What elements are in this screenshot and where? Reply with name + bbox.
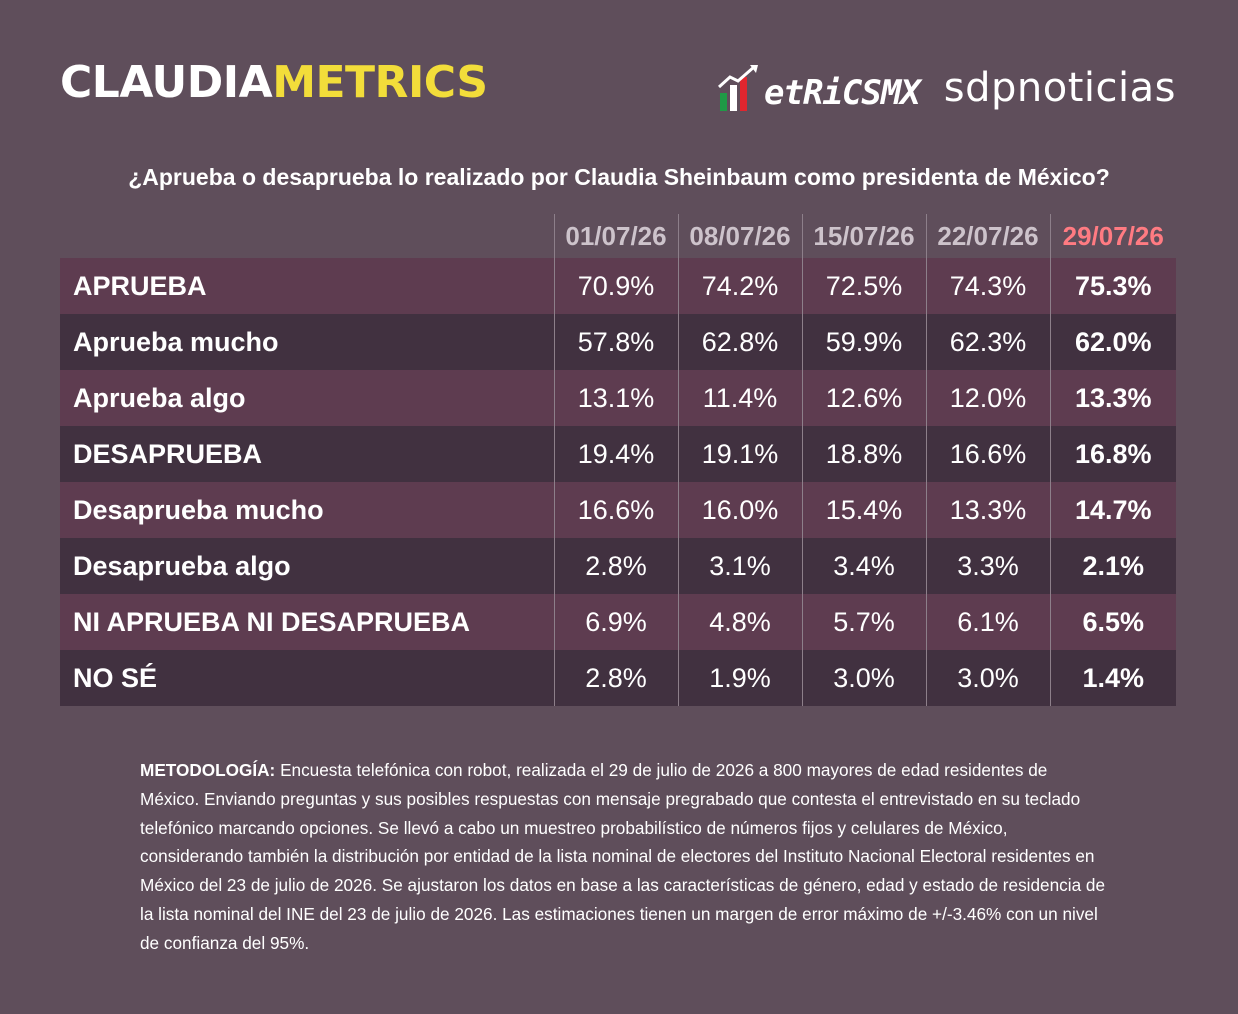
data-cell: 70.9% bbox=[553, 258, 678, 314]
column-header: 15/07/26 bbox=[801, 214, 926, 258]
data-cell: 3.1% bbox=[677, 538, 802, 594]
data-cell-latest: 62.0% bbox=[1049, 314, 1176, 370]
data-cell: 74.3% bbox=[925, 258, 1050, 314]
column-header: 01/07/26 bbox=[553, 214, 678, 258]
data-cell: 5.7% bbox=[801, 594, 926, 650]
data-cell: 72.5% bbox=[801, 258, 926, 314]
data-cell: 16.0% bbox=[677, 482, 802, 538]
row-label: Aprueba mucho bbox=[60, 314, 554, 370]
row-label: NO SÉ bbox=[60, 650, 554, 706]
column-header-latest: 29/07/26 bbox=[1049, 214, 1176, 258]
data-cell: 11.4% bbox=[677, 370, 802, 426]
row-label: NI APRUEBA NI DESAPRUEBA bbox=[60, 594, 554, 650]
sdpnoticias-logo: sdpnoticias bbox=[943, 65, 1176, 111]
data-cell: 6.1% bbox=[925, 594, 1050, 650]
methodology-text: Encuesta telefónica con robot, realizada… bbox=[140, 760, 1106, 953]
row-label: Desaprueba algo bbox=[60, 538, 554, 594]
table-row: APRUEBA 70.9% 74.2% 72.5% 74.3% 75.3% bbox=[60, 258, 1176, 314]
data-cell: 3.3% bbox=[925, 538, 1050, 594]
logo-text-metrics: METRICS bbox=[272, 57, 488, 108]
table-row: DESAPRUEBA 19.4% 19.1% 18.8% 16.6% 16.8% bbox=[60, 426, 1176, 482]
data-cell: 3.0% bbox=[925, 650, 1050, 706]
metricsmx-wordmark: etRiCSMX bbox=[764, 73, 921, 113]
column-header: 22/07/26 bbox=[925, 214, 1050, 258]
data-cell: 15.4% bbox=[801, 482, 926, 538]
row-label: APRUEBA bbox=[60, 258, 554, 314]
data-cell-latest: 1.4% bbox=[1049, 650, 1176, 706]
bar-chart-arrow-icon bbox=[718, 65, 759, 111]
approval-table: 01/07/26 08/07/26 15/07/26 22/07/26 29/0… bbox=[60, 214, 1176, 706]
data-cell: 62.3% bbox=[925, 314, 1050, 370]
table-row: NI APRUEBA NI DESAPRUEBA 6.9% 4.8% 5.7% … bbox=[60, 594, 1176, 650]
table-row: Aprueba mucho 57.8% 62.8% 59.9% 62.3% 62… bbox=[60, 314, 1176, 370]
table-row: NO SÉ 2.8% 1.9% 3.0% 3.0% 1.4% bbox=[60, 650, 1176, 706]
data-cell: 4.8% bbox=[677, 594, 802, 650]
data-cell: 13.1% bbox=[553, 370, 678, 426]
data-cell-latest: 6.5% bbox=[1049, 594, 1176, 650]
table-row: Desaprueba mucho 16.6% 16.0% 15.4% 13.3%… bbox=[60, 482, 1176, 538]
data-cell: 16.6% bbox=[925, 426, 1050, 482]
data-cell: 59.9% bbox=[801, 314, 926, 370]
partner-logos: etRiCSMX sdpnoticias bbox=[718, 62, 1176, 114]
table-row: Aprueba algo 13.1% 11.4% 12.6% 12.0% 13.… bbox=[60, 370, 1176, 426]
metricsmx-logo: etRiCSMX bbox=[718, 63, 921, 113]
data-cell: 2.8% bbox=[553, 538, 678, 594]
methodology-note: METODOLOGÍA: Encuesta telefónica con rob… bbox=[140, 756, 1110, 958]
data-cell: 16.6% bbox=[553, 482, 678, 538]
data-cell-latest: 16.8% bbox=[1049, 426, 1176, 482]
header-corner bbox=[60, 214, 554, 258]
data-cell: 3.0% bbox=[801, 650, 926, 706]
data-cell: 18.8% bbox=[801, 426, 926, 482]
data-cell-latest: 13.3% bbox=[1049, 370, 1176, 426]
data-cell: 62.8% bbox=[677, 314, 802, 370]
data-cell: 3.4% bbox=[801, 538, 926, 594]
data-cell: 13.3% bbox=[925, 482, 1050, 538]
data-cell: 19.1% bbox=[677, 426, 802, 482]
data-cell-latest: 14.7% bbox=[1049, 482, 1176, 538]
table-header-row: 01/07/26 08/07/26 15/07/26 22/07/26 29/0… bbox=[60, 214, 1176, 258]
table-row: Desaprueba algo 2.8% 3.1% 3.4% 3.3% 2.1% bbox=[60, 538, 1176, 594]
data-cell-latest: 2.1% bbox=[1049, 538, 1176, 594]
data-cell: 57.8% bbox=[553, 314, 678, 370]
row-label: Desaprueba mucho bbox=[60, 482, 554, 538]
logo-text-claudia: CLAUDIA bbox=[60, 57, 273, 108]
data-cell-latest: 75.3% bbox=[1049, 258, 1176, 314]
data-cell: 2.8% bbox=[553, 650, 678, 706]
row-label: DESAPRUEBA bbox=[60, 426, 554, 482]
data-cell: 1.9% bbox=[677, 650, 802, 706]
survey-question: ¿Aprueba o desaprueba lo realizado por C… bbox=[128, 164, 1110, 190]
data-cell: 12.6% bbox=[801, 370, 926, 426]
column-header: 08/07/26 bbox=[677, 214, 802, 258]
data-cell: 19.4% bbox=[553, 426, 678, 482]
data-cell: 74.2% bbox=[677, 258, 802, 314]
claudiametrics-logo: CLAUDIAMETRICS bbox=[60, 58, 488, 108]
data-cell: 6.9% bbox=[553, 594, 678, 650]
row-label: Aprueba algo bbox=[60, 370, 554, 426]
data-cell: 12.0% bbox=[925, 370, 1050, 426]
methodology-label: METODOLOGÍA: bbox=[140, 760, 276, 780]
